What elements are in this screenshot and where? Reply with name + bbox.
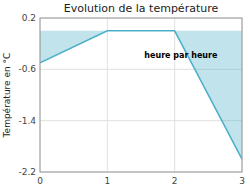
- plot-area: [40, 31, 242, 159]
- y-tick-label: -2.2: [18, 167, 36, 177]
- area-fill: [40, 31, 242, 159]
- plot-background: [40, 18, 242, 172]
- grid-line-x: [107, 18, 108, 172]
- y-tick-label: -0.6: [18, 64, 36, 74]
- chart-container: 0.2 -0.6 -1.4 -2.20 1 2 3 heure par heure Evolut…: [0, 0, 250, 188]
- y-axis-label: Température en °C: [2, 53, 12, 139]
- x-tick-label: 0: [37, 176, 43, 186]
- plot-frame: [40, 18, 242, 172]
- x-tick-label: 2: [172, 176, 178, 186]
- line: [40, 31, 242, 159]
- annotation: heure par heure: [144, 51, 218, 60]
- grid-line-x: [174, 18, 175, 172]
- y-tick-label: -1.4: [18, 116, 36, 126]
- title: Evolution de la température: [64, 2, 219, 15]
- y-tick-label: 0.2: [22, 13, 36, 23]
- x-tick-label: 3: [239, 176, 245, 186]
- x-tick-label: 1: [104, 176, 110, 186]
- grid-line-y: [40, 120, 242, 121]
- chart-svg: 0.2 -0.6 -1.4 -2.20 1 2 3 heure par heure Evolut…: [0, 0, 250, 188]
